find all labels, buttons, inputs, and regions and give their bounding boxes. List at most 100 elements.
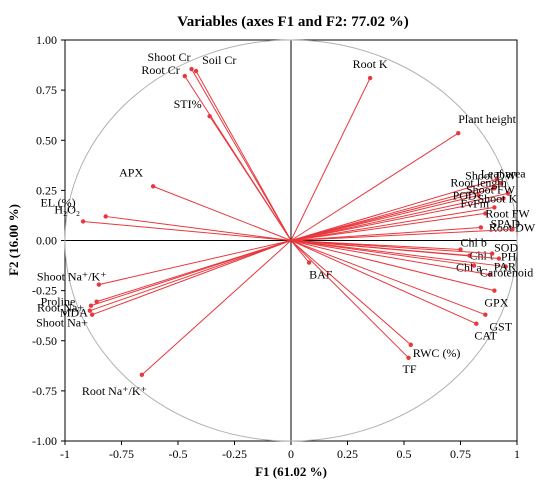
- point-root-cr: [182, 73, 187, 79]
- vector-root-length: [290, 187, 495, 241]
- vector-h-o: [83, 220, 292, 241]
- vector-shoot-fw: [290, 192, 509, 241]
- x-tick-label: 0.5: [397, 447, 412, 461]
- vector-mda: [89, 240, 292, 312]
- vector-rwc: [290, 240, 412, 346]
- label-root-k: Root K: [353, 57, 388, 71]
- x-axis-title: F1 (61.02 %): [255, 464, 327, 479]
- y-tick-label: 0.50: [36, 133, 57, 147]
- point-root-na: [88, 303, 94, 308]
- label-ph: PH: [501, 250, 517, 264]
- point-plant-height: [456, 131, 461, 136]
- vector-plant-height: [290, 132, 459, 241]
- correlation-circle: [64, 39, 518, 442]
- label-plant-height: Plant height: [458, 112, 516, 126]
- vector-par: [290, 240, 506, 268]
- label-carotenoid: Carotenoid: [480, 266, 533, 280]
- point-baf: [306, 260, 312, 265]
- vector-shoot-dw: [290, 182, 502, 241]
- label-cat: CAT: [474, 329, 497, 343]
- vector-apx: [152, 185, 292, 241]
- label-proline: Proline: [41, 295, 76, 309]
- x-tick-label: 0.25: [337, 447, 358, 461]
- vector-ph: [290, 240, 499, 260]
- label-shoot-na: Shoot Na+: [36, 316, 88, 330]
- point-cat: [474, 321, 479, 326]
- y-tick-label: -0.75: [32, 384, 57, 398]
- label-root-na-k: Root Na⁺/K⁺: [82, 384, 147, 398]
- label-soil-cr: Soil Cr: [202, 53, 236, 67]
- point-shoot-fw: [505, 191, 511, 196]
- vector-root-k: [290, 77, 371, 241]
- vector-tf: [290, 240, 409, 359]
- label-shoot-na-k: Shoot Na⁺/K⁺: [37, 270, 107, 284]
- y-tick-label: -1.00: [32, 434, 57, 448]
- point-root-dw: [478, 225, 484, 230]
- label-el: EL (%): [40, 195, 75, 209]
- y-tick-label: 0.00: [36, 234, 57, 248]
- label-sti: STI%: [174, 97, 202, 111]
- label-sod: SOD: [494, 241, 518, 255]
- y-axis-title: F2 (16.00 %): [6, 204, 21, 276]
- point-soil-cr: [193, 68, 199, 74]
- x-tick-label: 1: [514, 447, 520, 461]
- point-el: [103, 214, 108, 219]
- point-shoot-k: [501, 196, 506, 201]
- x-tick-label: -0.5: [169, 447, 188, 461]
- point-tf: [406, 355, 411, 360]
- vector-leaf-area: [290, 178, 497, 241]
- x-tick-label: 0.75: [450, 447, 471, 461]
- label-mda: MDA: [60, 306, 88, 320]
- point-carotenoid: [487, 272, 493, 277]
- point-gpx: [492, 288, 497, 293]
- point-fvfm: [492, 205, 497, 210]
- label-fvfm: FvFm: [460, 196, 489, 210]
- point-root-na-k: [139, 372, 145, 378]
- label-root-length: Root length: [450, 175, 506, 189]
- label-spad: SPAD: [490, 216, 520, 230]
- point-root-fw: [483, 211, 488, 216]
- vector-root-fw: [290, 212, 486, 241]
- point-leaf-area: [494, 177, 499, 182]
- label-chl-b: Chl b: [461, 236, 487, 250]
- point-shoot-dw: [498, 181, 504, 186]
- x-tick-label: -1: [60, 447, 70, 461]
- y-tick-label: 0.75: [36, 83, 57, 97]
- vector-root-na: [90, 240, 292, 307]
- vector-cat: [290, 240, 477, 325]
- point-chl-a: [471, 263, 477, 268]
- vector-fvfm: [290, 206, 495, 241]
- label-leaf-area: Leaf area: [481, 166, 527, 180]
- point-shoot-na-k: [96, 282, 102, 287]
- label-tf: TF: [403, 362, 417, 376]
- vector-sod: [290, 240, 493, 255]
- vector-carotenoid: [290, 240, 490, 276]
- vector-shoot-na: [91, 240, 292, 316]
- label-par: PAR: [494, 260, 516, 274]
- label-root-fw: Root FW: [485, 206, 530, 220]
- x-tick-label: -0.25: [222, 447, 247, 461]
- label-rwc: RWC (%): [413, 346, 461, 360]
- point-shoot-na: [89, 312, 95, 317]
- vector-gst: [290, 240, 486, 316]
- vector-shoot-na-k: [98, 240, 292, 286]
- label-pod: POD: [453, 188, 477, 202]
- x-tick-label: 0: [288, 447, 294, 461]
- y-tick-label: 1.00: [36, 33, 57, 47]
- y-tick-label: -0.50: [32, 334, 57, 348]
- point-mda: [87, 308, 93, 313]
- vector-root-dw: [290, 226, 481, 241]
- point-root-length: [492, 186, 497, 191]
- y-tick-label: 0.25: [36, 183, 57, 197]
- point-sti: [207, 113, 212, 119]
- point-apx: [150, 184, 156, 189]
- vector-pod: [290, 194, 479, 241]
- label-apx: APX: [119, 165, 143, 179]
- point-gst: [483, 312, 488, 317]
- x-tick-label: -0.75: [109, 447, 134, 461]
- point-spad: [510, 227, 515, 232]
- point-h-o: [80, 219, 86, 224]
- point-pod: [476, 193, 481, 198]
- label-shoot-cr: Shoot Cr: [148, 50, 191, 64]
